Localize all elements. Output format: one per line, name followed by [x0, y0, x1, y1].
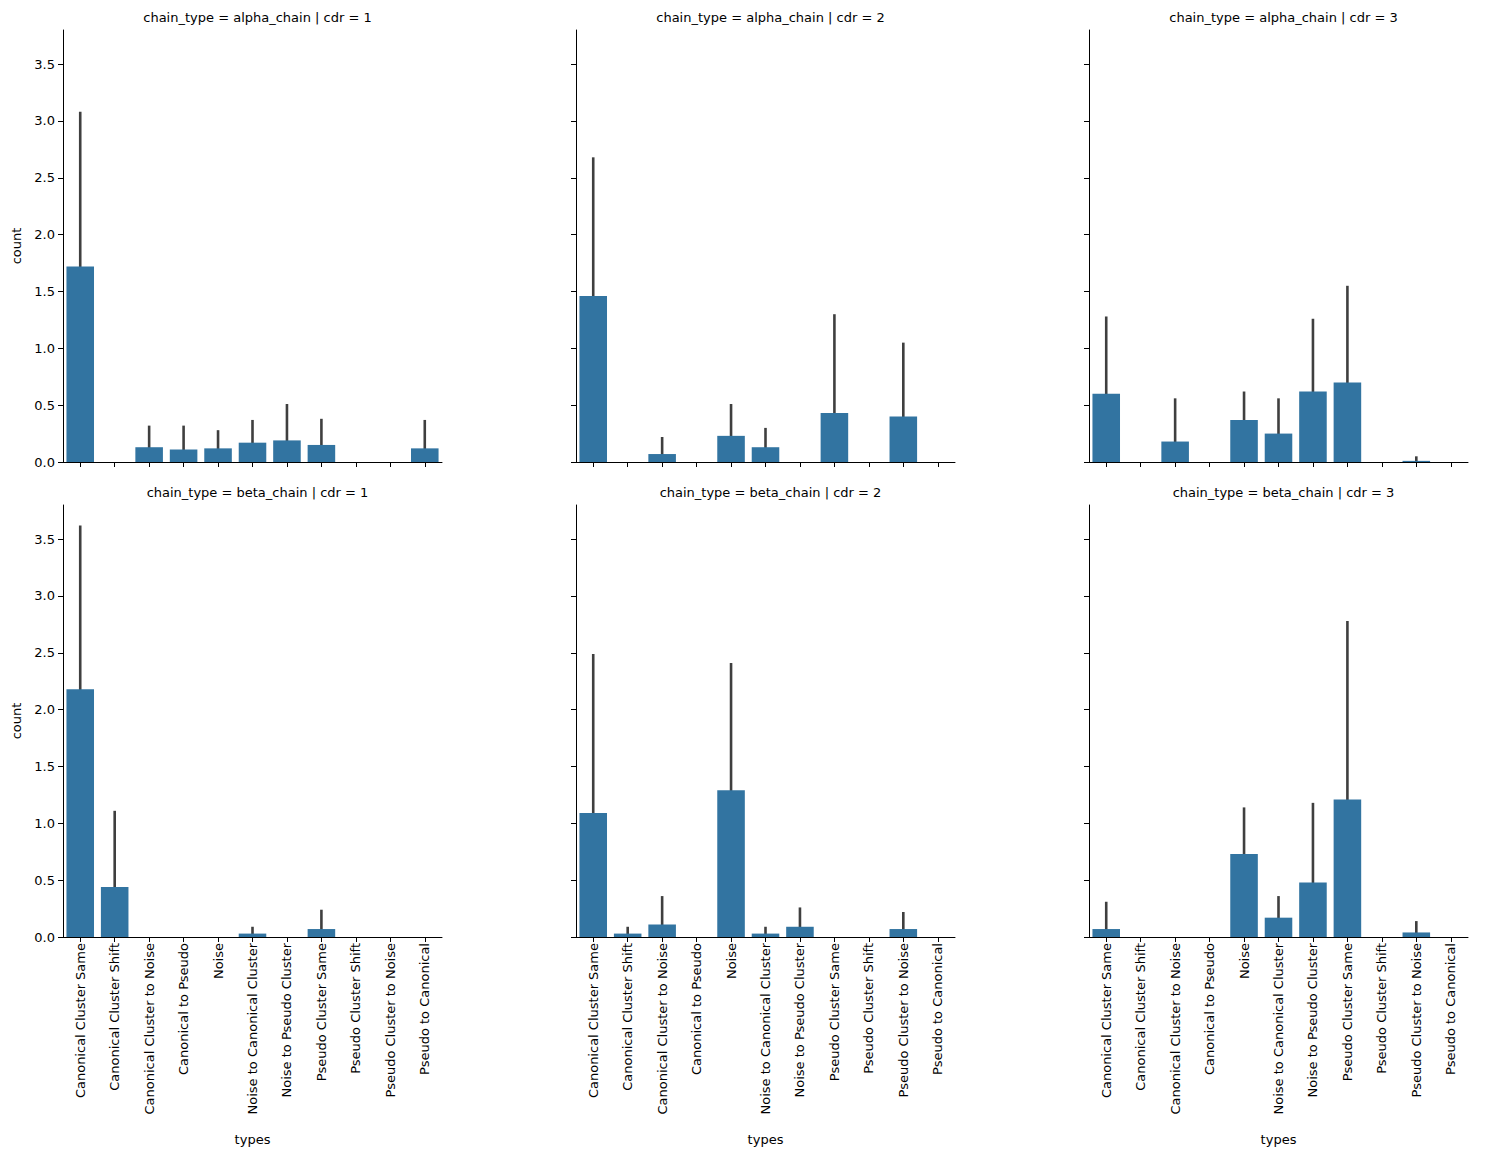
svg-text:chain_type = alpha_chain | cdr: chain_type = alpha_chain | cdr = 1 — [143, 10, 371, 25]
svg-text:2.5: 2.5 — [34, 645, 55, 660]
svg-text:Canonical Cluster to Noise: Canonical Cluster to Noise — [1168, 943, 1183, 1114]
svg-text:3.0: 3.0 — [34, 113, 55, 128]
svg-text:Noise: Noise — [724, 943, 739, 979]
svg-text:3.5: 3.5 — [34, 57, 55, 72]
svg-text:Pseudo Cluster to Noise: Pseudo Cluster to Noise — [383, 943, 398, 1097]
svg-text:2.5: 2.5 — [34, 170, 55, 185]
svg-text:Pseudo Cluster Shift: Pseudo Cluster Shift — [348, 943, 363, 1074]
svg-text:Noise to Canonical Cluster: Noise to Canonical Cluster — [1271, 942, 1286, 1114]
svg-text:Canonical to Pseudo: Canonical to Pseudo — [1202, 943, 1217, 1075]
svg-text:3.5: 3.5 — [34, 532, 55, 547]
svg-text:types: types — [1261, 1132, 1297, 1147]
svg-text:count: count — [9, 703, 24, 740]
svg-text:Noise to Canonical Cluster: Noise to Canonical Cluster — [245, 942, 260, 1114]
svg-text:count: count — [9, 228, 24, 265]
svg-text:3.0: 3.0 — [34, 588, 55, 603]
svg-text:chain_type = beta_chain | cdr: chain_type = beta_chain | cdr = 2 — [660, 485, 882, 500]
svg-text:Pseudo Cluster to Noise: Pseudo Cluster to Noise — [896, 943, 911, 1097]
svg-text:2.0: 2.0 — [34, 227, 55, 242]
svg-text:chain_type = alpha_chain | cdr: chain_type = alpha_chain | cdr = 3 — [1169, 10, 1397, 25]
svg-text:2.0: 2.0 — [34, 702, 55, 717]
svg-text:Noise to Canonical Cluster: Noise to Canonical Cluster — [758, 942, 773, 1114]
svg-text:Noise to Pseudo Cluster: Noise to Pseudo Cluster — [279, 942, 294, 1097]
svg-text:Pseudo to Canonical: Pseudo to Canonical — [1443, 943, 1458, 1075]
svg-text:Pseudo to Canonical: Pseudo to Canonical — [417, 943, 432, 1075]
svg-text:1.5: 1.5 — [34, 759, 55, 774]
svg-text:types: types — [235, 1132, 271, 1147]
svg-text:1.0: 1.0 — [34, 816, 55, 831]
svg-text:Canonical Cluster Shift: Canonical Cluster Shift — [107, 943, 122, 1091]
svg-text:chain_type = alpha_chain | cdr: chain_type = alpha_chain | cdr = 2 — [656, 10, 884, 25]
svg-text:Pseudo to Canonical: Pseudo to Canonical — [930, 943, 945, 1075]
svg-text:Canonical Cluster to Noise: Canonical Cluster to Noise — [142, 943, 157, 1114]
svg-text:Pseudo Cluster Same: Pseudo Cluster Same — [1340, 943, 1355, 1081]
svg-text:Noise to Pseudo Cluster: Noise to Pseudo Cluster — [1305, 942, 1320, 1097]
svg-text:Canonical Cluster Shift: Canonical Cluster Shift — [1133, 943, 1148, 1091]
svg-text:1.0: 1.0 — [34, 341, 55, 356]
svg-text:Noise: Noise — [1237, 943, 1252, 979]
svg-text:Pseudo Cluster Shift: Pseudo Cluster Shift — [861, 943, 876, 1074]
svg-text:Noise: Noise — [211, 943, 226, 979]
svg-text:0.0: 0.0 — [34, 455, 55, 470]
svg-text:chain_type = beta_chain | cdr: chain_type = beta_chain | cdr = 3 — [1173, 485, 1395, 500]
svg-text:types: types — [748, 1132, 784, 1147]
svg-text:Canonical to Pseudo: Canonical to Pseudo — [176, 943, 191, 1075]
svg-text:Canonical Cluster Same: Canonical Cluster Same — [586, 943, 601, 1098]
svg-text:Canonical Cluster to Noise: Canonical Cluster to Noise — [655, 943, 670, 1114]
svg-text:Pseudo Cluster Shift: Pseudo Cluster Shift — [1374, 943, 1389, 1074]
svg-text:Canonical to Pseudo: Canonical to Pseudo — [689, 943, 704, 1075]
svg-text:Pseudo Cluster to Noise: Pseudo Cluster to Noise — [1409, 943, 1424, 1097]
svg-text:0.5: 0.5 — [34, 398, 55, 413]
svg-text:Canonical Cluster Shift: Canonical Cluster Shift — [620, 943, 635, 1091]
svg-text:chain_type = beta_chain | cdr: chain_type = beta_chain | cdr = 1 — [147, 485, 369, 500]
svg-text:Canonical Cluster Same: Canonical Cluster Same — [73, 943, 88, 1098]
svg-text:1.5: 1.5 — [34, 284, 55, 299]
svg-text:0.5: 0.5 — [34, 873, 55, 888]
svg-text:Pseudo Cluster Same: Pseudo Cluster Same — [827, 943, 842, 1081]
svg-text:Canonical Cluster Same: Canonical Cluster Same — [1099, 943, 1114, 1098]
svg-text:Pseudo Cluster Same: Pseudo Cluster Same — [314, 943, 329, 1081]
svg-text:Noise to Pseudo Cluster: Noise to Pseudo Cluster — [792, 942, 807, 1097]
svg-text:0.0: 0.0 — [34, 930, 55, 945]
